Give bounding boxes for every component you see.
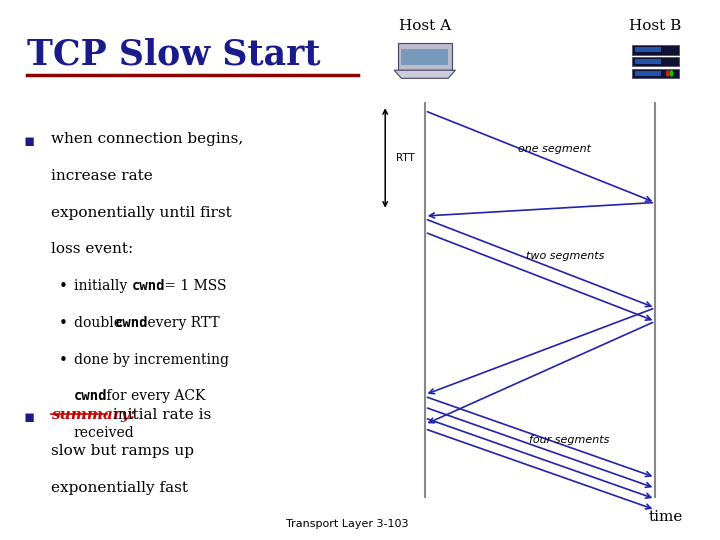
Bar (635, 47, 661, 52)
Circle shape (670, 70, 674, 77)
Text: exponentially until first: exponentially until first (50, 206, 231, 220)
Text: time: time (649, 510, 683, 524)
Polygon shape (402, 49, 448, 65)
Text: one segment: one segment (518, 144, 591, 154)
Text: •: • (58, 353, 67, 368)
Text: loss event:: loss event: (50, 242, 132, 256)
Text: cwnd: cwnd (114, 316, 148, 330)
Text: summary:: summary: (50, 408, 135, 422)
Text: = 1 MSS: = 1 MSS (160, 279, 227, 293)
Text: RTT: RTT (396, 153, 415, 163)
Text: TCP Slow Start: TCP Slow Start (27, 38, 320, 72)
Polygon shape (395, 70, 455, 78)
Text: double: double (74, 316, 126, 330)
Text: •: • (58, 279, 67, 294)
Text: ▪: ▪ (23, 132, 35, 150)
Text: exponentially fast: exponentially fast (50, 481, 187, 495)
Text: increase rate: increase rate (50, 169, 153, 183)
Text: initially: initially (74, 279, 132, 293)
Bar (632, 69, 678, 78)
Bar (635, 59, 661, 64)
Text: initial rate is: initial rate is (109, 408, 212, 422)
Circle shape (665, 70, 670, 77)
Polygon shape (397, 43, 452, 70)
Text: Host B: Host B (629, 19, 681, 33)
Text: when connection begins,: when connection begins, (50, 132, 243, 146)
Text: every RTT: every RTT (143, 316, 220, 330)
Text: cwnd: cwnd (74, 389, 107, 403)
Text: cwnd: cwnd (132, 279, 166, 293)
Text: two segments: two segments (526, 251, 604, 261)
Text: done by incrementing: done by incrementing (74, 353, 229, 367)
Bar (635, 71, 661, 76)
Bar (632, 45, 678, 55)
Text: Transport Layer 3-103: Transport Layer 3-103 (286, 519, 408, 529)
Text: Host A: Host A (399, 19, 451, 33)
Text: four segments: four segments (528, 435, 609, 445)
Text: for every ACK: for every ACK (102, 389, 205, 403)
Text: ▪: ▪ (23, 408, 35, 426)
Text: slow but ramps up: slow but ramps up (50, 444, 194, 458)
Bar (632, 57, 678, 66)
Text: received: received (74, 426, 135, 440)
Text: •: • (58, 316, 67, 331)
